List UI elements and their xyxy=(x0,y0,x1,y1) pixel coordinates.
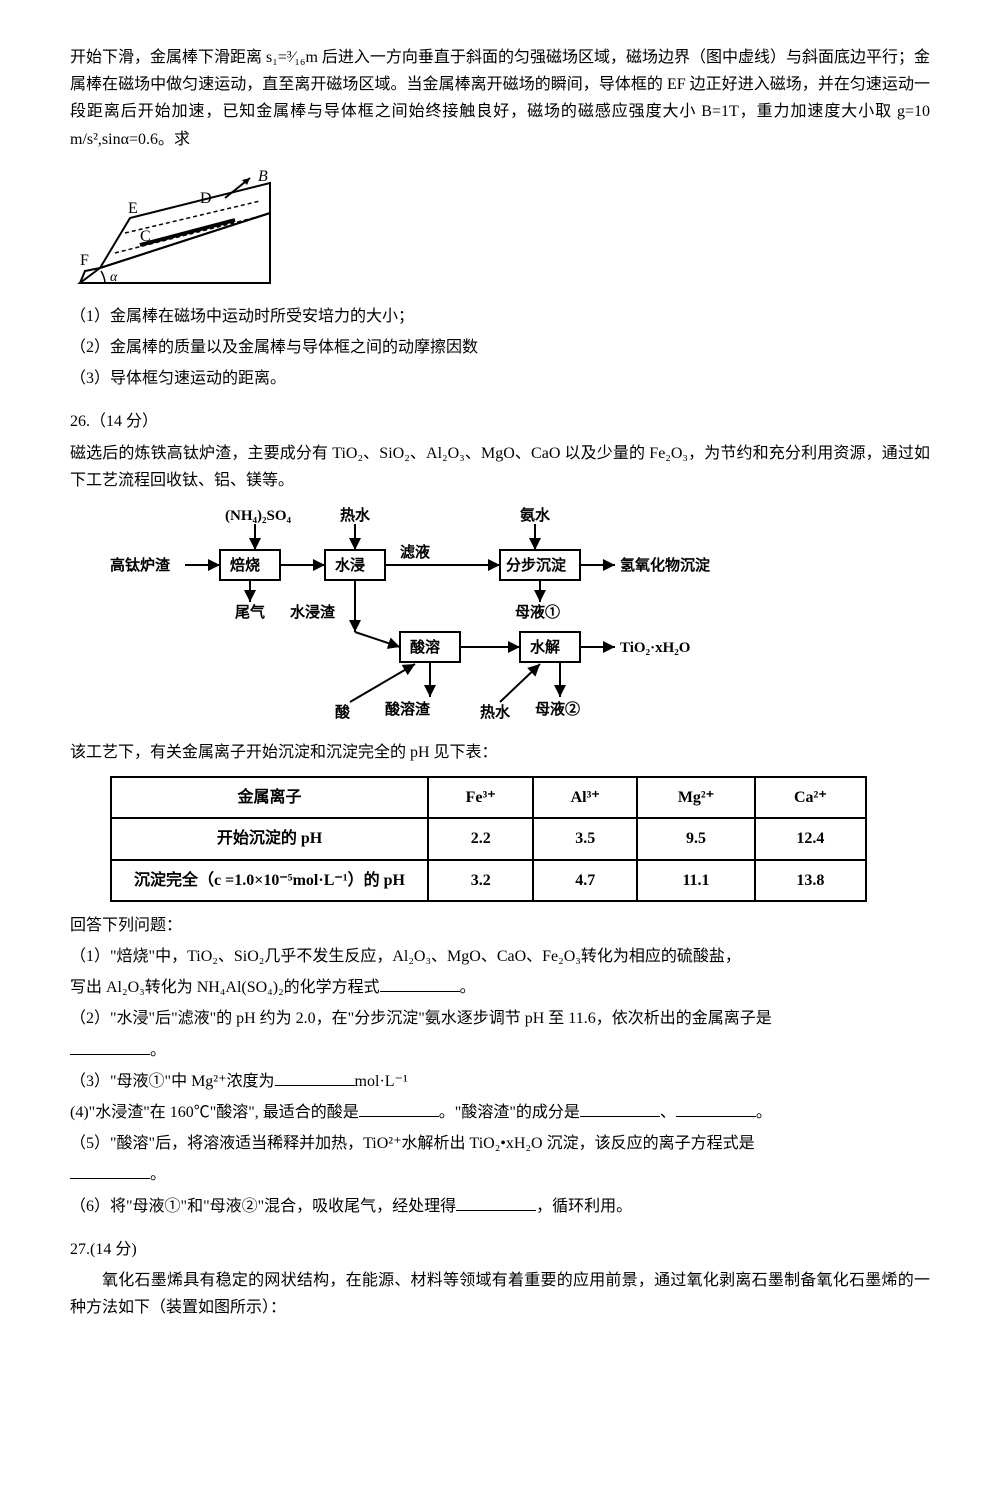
p26-q1a: （1）"焙烧"中，TiO₂、SiO₂几乎不发生反应，Al₂O₃、MgO、CaO、… xyxy=(70,943,930,970)
svg-text:酸: 酸 xyxy=(335,703,351,721)
table-cell: 沉淀完全（c =1.0×10⁻⁵mol·L⁻¹）的 pH xyxy=(111,860,428,901)
svg-text:酸溶渣: 酸溶渣 xyxy=(385,700,431,718)
ph-table: 金属离子 Fe³⁺ Al³⁺ Mg²⁺ Ca²⁺ 开始沉淀的 pH 2.2 3.… xyxy=(110,776,867,902)
p26-table-intro: 该工艺下，有关金属离子开始沉淀和沉淀完全的 pH 见下表： xyxy=(70,739,930,766)
table-cell: 4.7 xyxy=(533,860,637,901)
q4-text-c: 、 xyxy=(660,1104,676,1121)
inclined-plane-figure: E D B F C α xyxy=(70,163,930,293)
p25-q2: （2）金属棒的质量以及金属棒与导体框之间的动摩擦因数 xyxy=(70,334,930,361)
q1-text-b: 写出 Al₂O₃转化为 NH₄Al(SO₄)₂的化学方程式 xyxy=(70,979,380,996)
process-flow-diagram: .bx { fill:#fff; stroke:#000; stroke-wid… xyxy=(90,502,930,731)
svg-text:TiO₂·xH₂O: TiO₂·xH₂O xyxy=(620,640,690,656)
q3-text-b: mol·L⁻¹ xyxy=(355,1073,408,1090)
svg-text:水浸渣: 水浸渣 xyxy=(290,603,336,621)
p26-q2: （2）"水浸"后"滤液"的 pH 约为 2.0，在"分步沉淀"氨水逐步调节 pH… xyxy=(70,1005,930,1032)
svg-text:(NH₄)₂SO₄: (NH₄)₂SO₄ xyxy=(225,508,291,524)
table-cell: 3.2 xyxy=(428,860,533,901)
table-cell: 9.5 xyxy=(637,818,755,859)
p26-q3: （3）"母液①"中 Mg²⁺浓度为 mol·L⁻¹ xyxy=(70,1068,930,1095)
q6-text-b: ，循环利用。 xyxy=(536,1198,632,1215)
table-cell: Al³⁺ xyxy=(533,777,637,818)
svg-text:分步沉淀: 分步沉淀 xyxy=(506,556,567,574)
svg-text:氢氧化物沉淀: 氢氧化物沉淀 xyxy=(620,556,711,574)
svg-text:B: B xyxy=(258,168,268,185)
p26-q1b: 写出 Al₂O₃转化为 NH₄Al(SO₄)₂的化学方程式 。 xyxy=(70,974,930,1001)
svg-text:高钛炉渣: 高钛炉渣 xyxy=(110,556,171,574)
svg-text:F: F xyxy=(80,252,89,269)
table-cell: 2.2 xyxy=(428,818,533,859)
q2-text: （2）"水浸"后"滤液"的 pH 约为 2.0，在"分步沉淀"氨水逐步调节 pH… xyxy=(70,1010,772,1027)
q1-text-a: （1）"焙烧"中，TiO₂、SiO₂几乎不发生反应，Al₂O₃、MgO、CaO、… xyxy=(70,948,741,965)
p27-number: 27.(14 分) xyxy=(70,1236,930,1263)
table-cell: 13.8 xyxy=(755,860,866,901)
table-cell: 11.1 xyxy=(637,860,755,901)
svg-text:酸溶: 酸溶 xyxy=(410,638,440,656)
p25-q3: （3）导体框匀速运动的距离。 xyxy=(70,365,930,392)
svg-text:α: α xyxy=(110,270,118,285)
p27-intro: 氧化石墨烯具有稳定的网状结构，在能源、材料等领域有着重要的应用前景，通过氧化剥离… xyxy=(70,1267,930,1321)
svg-text:热水: 热水 xyxy=(340,506,371,524)
q5-text: （5）"酸溶"后，将溶液适当稀释并加热，TiO²⁺水解析出 TiO₂•xH₂O … xyxy=(70,1135,755,1152)
p26-q5-line2: 。 xyxy=(70,1161,930,1188)
table-cell: Mg²⁺ xyxy=(637,777,755,818)
p26-answer-intro: 回答下列问题： xyxy=(70,912,930,939)
q1-text-c: 。 xyxy=(460,979,476,996)
blank-field[interactable] xyxy=(359,1101,439,1117)
p26-number: 26.（14 分） xyxy=(70,408,930,435)
blank-field[interactable] xyxy=(70,1163,150,1179)
table-row: 沉淀完全（c =1.0×10⁻⁵mol·L⁻¹）的 pH 3.2 4.7 11.… xyxy=(111,860,866,901)
svg-text:焙烧: 焙烧 xyxy=(230,556,260,574)
p26-q2-line2: 。 xyxy=(70,1037,930,1064)
blank-field[interactable] xyxy=(676,1101,756,1117)
svg-text:滤液: 滤液 xyxy=(400,543,431,561)
q4-text-b: 。"酸溶渣"的成分是 xyxy=(439,1104,580,1121)
p25-q1: （1）金属棒在磁场中运动时所受安培力的大小； xyxy=(70,303,930,330)
q5-end: 。 xyxy=(150,1166,166,1183)
table-cell: 开始沉淀的 pH xyxy=(111,818,428,859)
q4-text-d: 。 xyxy=(756,1104,772,1121)
q6-text-a: （6）将"母液①"和"母液②"混合，吸收尾气，经处理得 xyxy=(70,1198,456,1215)
q2-end: 。 xyxy=(150,1042,166,1059)
svg-text:C: C xyxy=(140,228,151,245)
svg-text:E: E xyxy=(128,200,138,217)
blank-field[interactable] xyxy=(70,1039,150,1055)
table-cell: 12.4 xyxy=(755,818,866,859)
p26-q6: （6）将"母液①"和"母液②"混合，吸收尾气，经处理得 ，循环利用。 xyxy=(70,1193,930,1220)
blank-field[interactable] xyxy=(580,1101,660,1117)
svg-text:母液①: 母液① xyxy=(515,603,560,621)
table-header-row: 金属离子 Fe³⁺ Al³⁺ Mg²⁺ Ca²⁺ xyxy=(111,777,866,818)
svg-text:热水: 热水 xyxy=(480,703,511,721)
p25-intro: 开始下滑，金属棒下滑距离 s₁=³⁄₁₆m 后进入一方向垂直于斜面的匀强磁场区域… xyxy=(70,44,930,153)
svg-text:水解: 水解 xyxy=(530,638,560,656)
p26-q4: (4)"水浸渣"在 160℃"酸溶", 最适合的酸是 。"酸溶渣"的成分是 、 。 xyxy=(70,1099,930,1126)
table-cell: Ca²⁺ xyxy=(755,777,866,818)
table-cell: Fe³⁺ xyxy=(428,777,533,818)
blank-field[interactable] xyxy=(456,1195,536,1211)
svg-text:尾气: 尾气 xyxy=(235,603,265,621)
blank-field[interactable] xyxy=(380,976,460,992)
q4-text-a: (4)"水浸渣"在 160℃"酸溶", 最适合的酸是 xyxy=(70,1104,359,1121)
table-row: 开始沉淀的 pH 2.2 3.5 9.5 12.4 xyxy=(111,818,866,859)
svg-text:水浸: 水浸 xyxy=(335,556,365,574)
table-cell: 3.5 xyxy=(533,818,637,859)
svg-text:D: D xyxy=(200,190,212,207)
q3-text-a: （3）"母液①"中 Mg²⁺浓度为 xyxy=(70,1073,275,1090)
svg-text:氨水: 氨水 xyxy=(520,506,551,524)
svg-text:母液②: 母液② xyxy=(535,700,580,718)
p26-intro: 磁选后的炼铁高钛炉渣，主要成分有 TiO₂、SiO₂、Al₂O₃、MgO、CaO… xyxy=(70,440,930,494)
blank-field[interactable] xyxy=(275,1070,355,1086)
p26-q5: （5）"酸溶"后，将溶液适当稀释并加热，TiO²⁺水解析出 TiO₂•xH₂O … xyxy=(70,1130,930,1157)
table-cell: 金属离子 xyxy=(111,777,428,818)
